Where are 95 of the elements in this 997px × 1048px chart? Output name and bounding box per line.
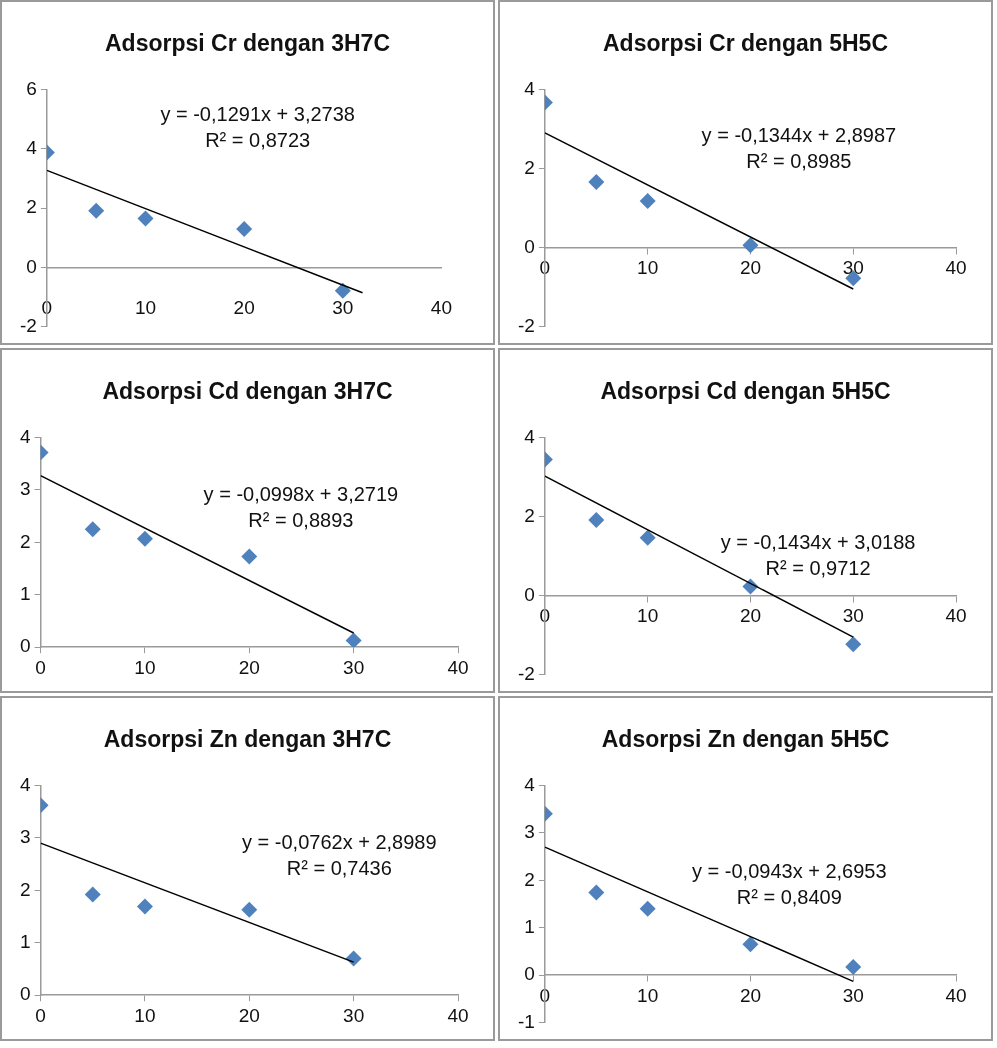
x-tick-label: 10 — [134, 1004, 156, 1026]
chart-title: Adsorpsi Zn dengan 5H5C — [600, 726, 891, 753]
chart-title: Adsorpsi Cr dengan 3H7C — [104, 30, 391, 57]
point — [241, 901, 258, 918]
x-tick-label: 0 — [539, 605, 551, 627]
x-tick-label: 30 — [332, 296, 354, 318]
annotation: y = -0,0998x + 3,2719 — [203, 482, 399, 505]
x-tick-label: 40 — [945, 605, 967, 627]
point — [845, 636, 862, 653]
x-tick-label: 20 — [233, 296, 255, 318]
point — [136, 530, 153, 547]
point — [639, 900, 656, 917]
annotation: y = -0,0762x + 2,8989 — [242, 830, 437, 853]
annotation: R² = 0,8893 — [248, 508, 354, 531]
y-tick-label: 0 — [19, 635, 31, 657]
x-tick-label: 20 — [739, 257, 762, 279]
point — [241, 548, 258, 565]
x-tick-label: 40 — [945, 984, 967, 1006]
x-tick-label: 0 — [41, 296, 53, 318]
y-tick-label: 4 — [524, 773, 536, 795]
y-tick-label: 6 — [26, 77, 37, 99]
y-tick-label: 0 — [524, 583, 535, 605]
x-tick-label: 10 — [637, 984, 659, 1006]
y-tick-label: 0 — [524, 963, 535, 985]
x-tick-label: 40 — [945, 257, 967, 279]
y-tick-label: 1 — [19, 582, 31, 604]
x-tick-label: 20 — [739, 984, 762, 1006]
x-tick-label: 0 — [539, 984, 551, 1006]
x-tick-label: 40 — [447, 656, 469, 678]
annotation: y = -0,1434x + 3,0188 — [720, 531, 916, 554]
x-tick-label: 10 — [637, 605, 659, 627]
annotation: R² = 0,7436 — [286, 856, 392, 879]
chart-title: Adsorpsi Cd dengan 5H5C — [599, 378, 892, 405]
annotation: y = -0,1291x + 3,2738 — [160, 102, 355, 125]
y-tick-label: 4 — [19, 425, 31, 447]
y-tick-label: -2 — [19, 314, 37, 336]
point — [639, 192, 656, 209]
point — [588, 884, 605, 901]
x-tick-label: 0 — [539, 257, 551, 279]
y-tick-label: 3 — [19, 826, 31, 848]
point — [742, 237, 759, 254]
y-tick-label: 2 — [19, 878, 31, 900]
y-tick-label: 2 — [26, 196, 37, 218]
x-tick-label: 20 — [238, 656, 260, 678]
y-tick-label: 1 — [19, 930, 31, 952]
x-tick-label: 40 — [447, 1004, 469, 1026]
x-tick-label: 30 — [343, 656, 365, 678]
x-tick-label: 10 — [637, 257, 659, 279]
y-tick-label: -2 — [517, 662, 535, 684]
annotation: y = -0,1344x + 2,8987 — [701, 124, 897, 147]
y-tick-label: 2 — [524, 868, 535, 890]
x-tick-label: 30 — [842, 984, 864, 1006]
chart-title: Adsorpsi Zn dengan 3H7C — [102, 726, 393, 753]
y-tick-label: 1 — [524, 915, 535, 937]
point — [137, 210, 154, 227]
x-tick-label: 20 — [739, 605, 762, 627]
x-tick-label: 30 — [842, 257, 864, 279]
chart-title: Adsorpsi Cd dengan 3H7C — [101, 378, 394, 405]
annotation: R² = 0,9712 — [765, 557, 871, 580]
x-tick-label: 30 — [842, 605, 864, 627]
y-tick-label: 4 — [524, 425, 536, 447]
x-tick-label: 40 — [430, 296, 452, 318]
x-tick-label: 30 — [343, 1004, 365, 1026]
y-tick-label: 3 — [19, 478, 31, 500]
point — [84, 886, 101, 903]
point — [742, 936, 759, 953]
annotation: R² = 0,8985 — [746, 150, 852, 173]
point — [88, 202, 105, 219]
point — [136, 898, 153, 915]
point — [588, 173, 605, 190]
x-tick-label: 20 — [238, 1004, 260, 1026]
y-tick-label: 2 — [19, 530, 31, 552]
point — [345, 950, 362, 967]
y-tick-label: -1 — [517, 1010, 535, 1032]
annotation: R² = 0,8409 — [736, 886, 842, 909]
point — [639, 529, 656, 546]
y-tick-label: 4 — [19, 773, 31, 795]
point — [345, 632, 362, 648]
y-tick-label: 0 — [524, 235, 535, 257]
y-tick-label: 2 — [524, 156, 535, 178]
y-tick-label: 4 — [26, 136, 38, 158]
point — [334, 282, 351, 299]
annotation: y = -0,0943x + 2,6953 — [692, 860, 887, 883]
chart-title: Adsorpsi Cr dengan 5H5C — [602, 30, 889, 57]
point — [845, 959, 862, 976]
annotation: R² = 0,8723 — [205, 128, 311, 151]
point — [84, 521, 101, 538]
x-tick-label: 10 — [134, 656, 156, 678]
point — [236, 221, 253, 238]
y-tick-label: 2 — [524, 504, 535, 526]
point — [588, 512, 605, 529]
y-tick-label: 4 — [524, 77, 536, 99]
y-tick-label: -2 — [517, 314, 535, 336]
x-tick-label: 10 — [134, 296, 157, 318]
y-tick-label: 3 — [524, 821, 535, 843]
